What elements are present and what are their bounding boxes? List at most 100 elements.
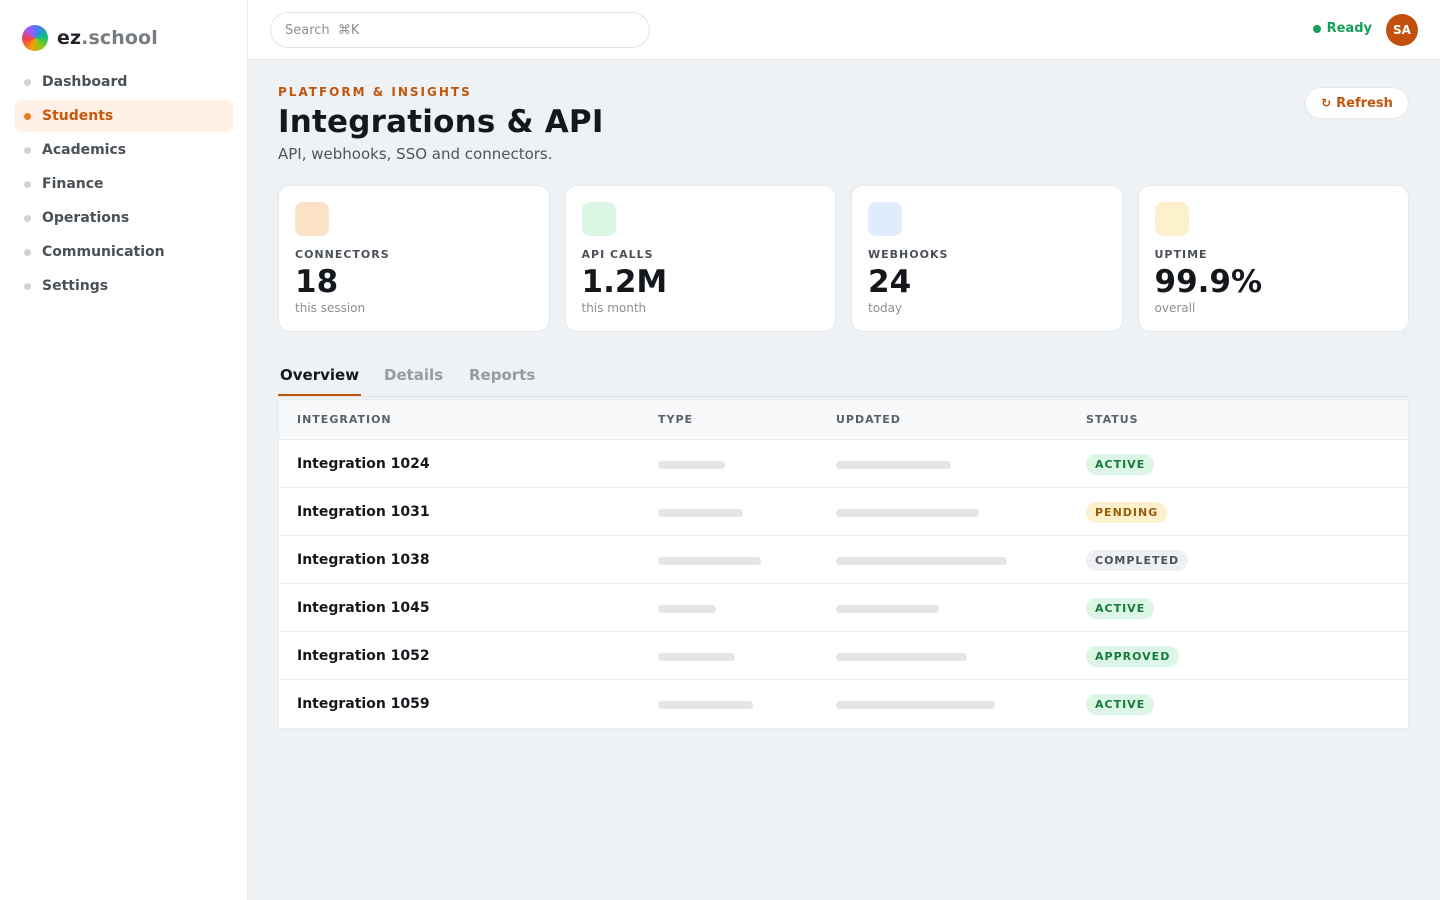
stat-sub: overall <box>1154 301 1196 315</box>
updated-placeholder <box>836 605 939 613</box>
tab-overview[interactable]: Overview <box>278 360 362 396</box>
page-subtitle: API, webhooks, SSO and connectors. <box>278 145 553 163</box>
sidebar-item-label: Operations <box>42 210 130 226</box>
updated-placeholder <box>836 509 979 517</box>
integration-name: Integration 1045 <box>297 600 430 616</box>
integration-name: Integration 1031 <box>297 504 430 520</box>
tab-bar: Overview Details Reports <box>278 360 1409 397</box>
connectors-icon <box>295 202 329 236</box>
type-placeholder <box>658 509 743 517</box>
integration-name: Integration 1038 <box>297 552 430 568</box>
sidebar-item-label: Communication <box>42 244 165 260</box>
brand-name: ez.school <box>57 27 158 49</box>
sidebar-item-finance[interactable]: Finance <box>14 168 233 200</box>
bullet-icon <box>24 146 31 154</box>
api-calls-icon <box>581 202 616 236</box>
sidebar-item-label: Students <box>42 108 114 124</box>
brand-logo-icon <box>22 25 48 51</box>
status-badge: APPROVED <box>1086 646 1180 667</box>
status-badge: ACTIVE <box>1086 454 1155 475</box>
stat-cards: CONNECTORS 18 this session API CALLS 1.2… <box>278 185 1409 332</box>
table-row[interactable]: Integration 1045 ACTIVE <box>279 584 1408 632</box>
updated-placeholder <box>836 461 951 469</box>
bullet-icon <box>24 282 31 290</box>
type-placeholder <box>658 701 753 709</box>
status-dot-icon <box>1312 24 1321 33</box>
sidebar-item-dashboard[interactable]: Dashboard <box>14 66 233 98</box>
stat-card-webhooks: WEBHOOKS 24 today <box>851 185 1123 332</box>
stat-sub: this session <box>295 301 366 315</box>
status-text: Ready <box>1326 21 1372 36</box>
webhooks-icon <box>868 202 902 236</box>
stat-card-api-calls: API CALLS 1.2M this month <box>564 185 836 332</box>
column-header-type[interactable]: TYPE <box>658 413 694 426</box>
stat-sub: today <box>868 301 903 315</box>
integration-name: Integration 1059 <box>297 696 430 712</box>
bullet-icon <box>24 180 31 188</box>
stat-value: 99.9% <box>1154 264 1263 300</box>
sidebar-item-label: Dashboard <box>42 74 128 90</box>
table-row[interactable]: Integration 1038 COMPLETED <box>279 536 1408 584</box>
table-header: INTEGRATION TYPE UPDATED STATUS <box>279 400 1408 440</box>
avatar[interactable]: SA <box>1386 14 1418 46</box>
sidebar-item-label: Academics <box>42 142 127 158</box>
topbar: Ready SA <box>248 0 1440 60</box>
brand-name-dot: . <box>81 27 89 49</box>
refresh-button[interactable]: ↻ Refresh <box>1305 87 1409 119</box>
sidebar-item-settings[interactable]: Settings <box>14 270 233 302</box>
status-indicator: Ready <box>1312 21 1372 36</box>
updated-placeholder <box>836 557 1007 565</box>
sidebar-item-academics[interactable]: Academics <box>14 134 233 166</box>
sidebar-item-students[interactable]: Students <box>14 100 233 132</box>
sidebar-item-operations[interactable]: Operations <box>14 202 233 234</box>
sidebar: ez.school Dashboard Students Academics F… <box>0 0 248 900</box>
status-badge: ACTIVE <box>1086 694 1155 715</box>
stat-value: 24 <box>868 264 912 300</box>
type-placeholder <box>658 653 735 661</box>
type-placeholder <box>658 557 761 565</box>
table-row[interactable]: Integration 1031 PENDING <box>279 488 1408 536</box>
sidebar-item-label: Settings <box>42 278 109 294</box>
integration-name: Integration 1052 <box>297 648 430 664</box>
column-header-status[interactable]: STATUS <box>1086 413 1139 426</box>
stat-label: WEBHOOKS <box>868 248 949 261</box>
type-placeholder <box>658 605 716 613</box>
refresh-icon: ↻ <box>1321 96 1332 110</box>
stat-card-uptime: UPTIME 99.9% overall <box>1137 185 1409 332</box>
updated-placeholder <box>836 653 967 661</box>
stat-label: API CALLS <box>581 248 654 261</box>
tab-reports[interactable]: Reports <box>469 366 536 384</box>
sidebar-nav: Dashboard Students Academics Finance Ope… <box>14 66 233 304</box>
uptime-icon <box>1154 202 1189 236</box>
stat-label: CONNECTORS <box>295 248 390 261</box>
sidebar-item-label: Finance <box>42 176 104 192</box>
status-badge: COMPLETED <box>1086 550 1189 571</box>
updated-placeholder <box>836 701 995 709</box>
page-eyebrow: PLATFORM & INSIGHTS <box>278 85 472 99</box>
tab-details[interactable]: Details <box>384 366 444 384</box>
status-badge: PENDING <box>1086 502 1168 523</box>
stat-label: UPTIME <box>1154 248 1208 261</box>
sidebar-item-communication[interactable]: Communication <box>14 236 233 268</box>
search-input[interactable] <box>270 12 650 48</box>
bullet-icon <box>24 214 31 222</box>
table-row[interactable]: Integration 1059 ACTIVE <box>279 680 1408 728</box>
integrations-table: INTEGRATION TYPE UPDATED STATUS Integrat… <box>278 399 1409 729</box>
page-title: Integrations & API <box>278 104 604 140</box>
bullet-icon <box>24 112 31 120</box>
bullet-icon <box>24 248 31 256</box>
column-header-integration[interactable]: INTEGRATION <box>297 413 392 426</box>
brand-name-suffix: school <box>88 27 158 49</box>
refresh-label: Refresh <box>1336 95 1393 111</box>
stat-card-connectors: CONNECTORS 18 this session <box>278 185 550 332</box>
type-placeholder <box>658 461 725 469</box>
brand-name-main: ez <box>57 27 82 49</box>
stat-value: 18 <box>295 264 339 300</box>
table-row[interactable]: Integration 1052 APPROVED <box>279 632 1408 680</box>
column-header-updated[interactable]: UPDATED <box>836 413 901 426</box>
status-badge: ACTIVE <box>1086 598 1155 619</box>
brand[interactable]: ez.school <box>22 25 158 51</box>
stat-value: 1.2M <box>581 264 668 300</box>
bullet-icon <box>24 78 31 86</box>
table-row[interactable]: Integration 1024 ACTIVE <box>279 440 1408 488</box>
